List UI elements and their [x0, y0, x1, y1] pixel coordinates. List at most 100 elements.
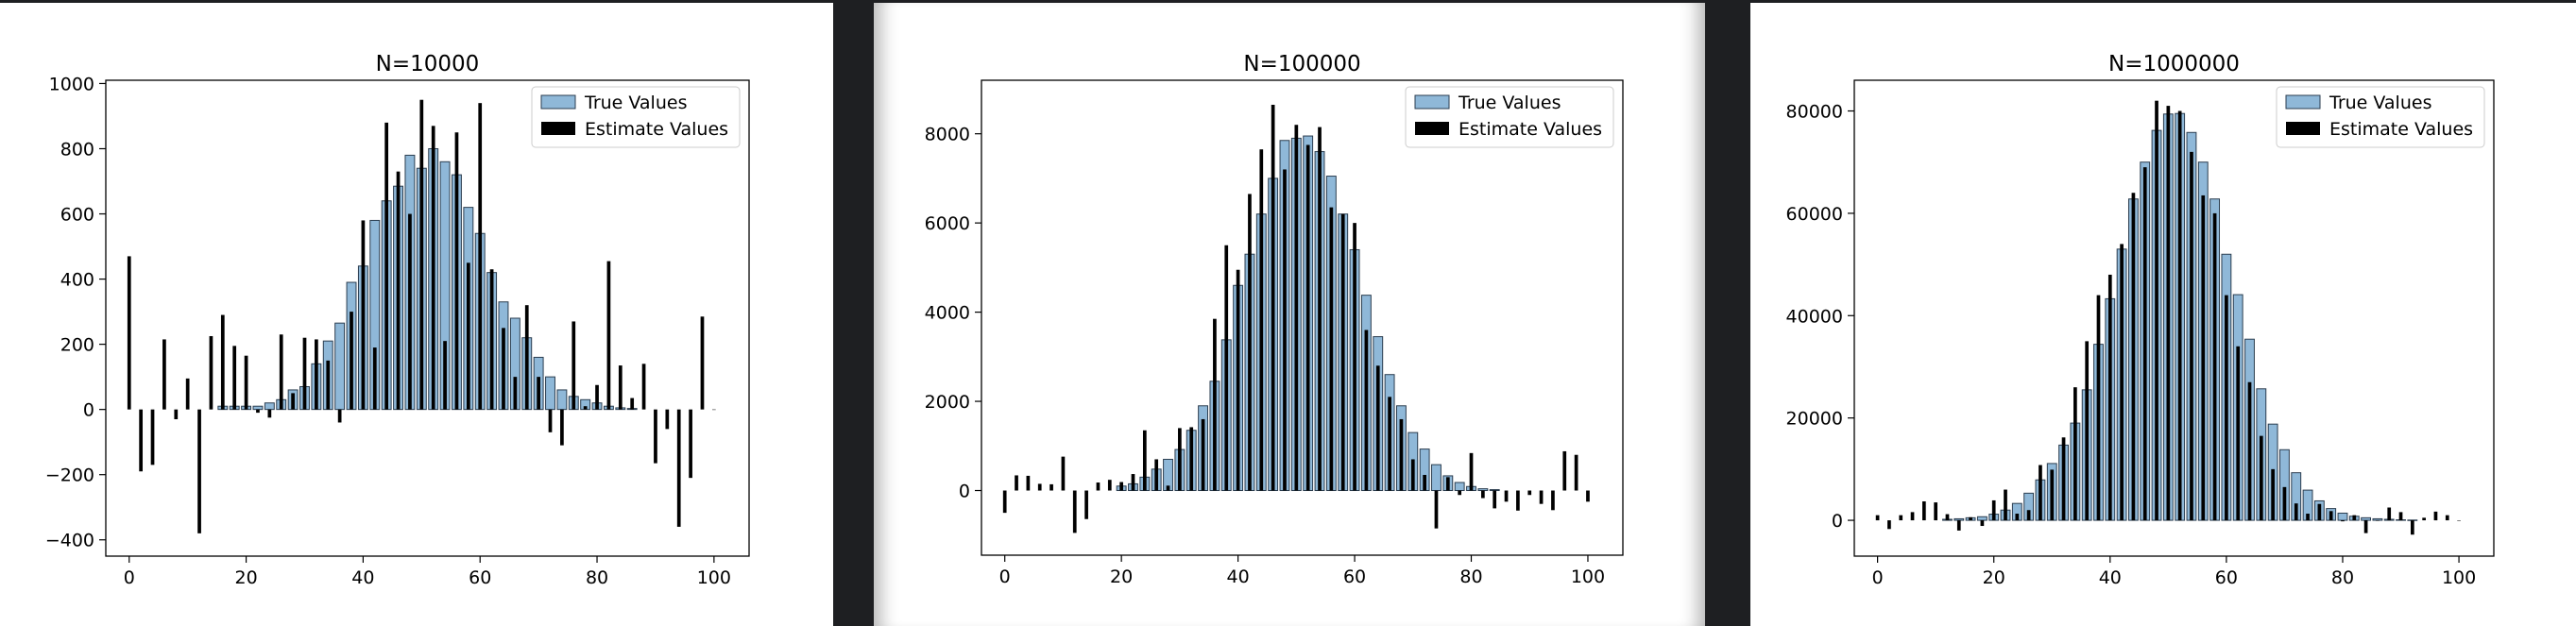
legend-box — [2276, 86, 2485, 148]
legend-box — [531, 86, 741, 148]
estimate-value-bar — [1887, 520, 1891, 530]
true-value-bar — [1976, 516, 1987, 521]
estimate-value-bar — [2433, 511, 2438, 521]
estimate-value-bar — [2212, 212, 2217, 521]
true-value-bar — [1953, 517, 1965, 521]
estimate-value-bar — [302, 337, 307, 410]
legend-label-true: True Values — [584, 93, 687, 113]
estimate-value-bar — [2247, 381, 2252, 521]
estimate-value-bar — [2026, 510, 2031, 521]
estimate-value-bar — [1562, 450, 1567, 491]
estimate-value-bar — [1002, 490, 1007, 514]
estimate-value-bar — [1458, 490, 1462, 496]
y-tick-label: −400 — [45, 531, 94, 551]
estimate-value-bar — [2142, 167, 2147, 521]
chart-n10000: N=10000 0 20 40 60 80 100 −400 −200 0 200 400 600 80… — [45, 52, 750, 588]
estimate-value-bar — [2120, 244, 2124, 521]
estimate-value-bar — [2225, 295, 2228, 521]
estimate-value-bar — [1236, 269, 1240, 491]
x-tick-label: 20 — [1983, 567, 2005, 588]
estimate-value-bar — [1084, 490, 1088, 519]
estimate-value-bar — [2085, 341, 2090, 521]
estimate-value-bar — [711, 409, 716, 411]
chart-title: N=1000000 — [2108, 52, 2240, 76]
y-tick-label: −200 — [45, 465, 94, 486]
estimate-value-bar — [2155, 100, 2158, 521]
estimate-value-bar — [2061, 437, 2066, 521]
estimate-value-bar — [197, 409, 201, 533]
chart-title: N=100000 — [1243, 52, 1360, 76]
x-tick-label: 20 — [1110, 567, 1133, 587]
legend-label-estimate: Estimate Values — [2329, 119, 2473, 140]
estimate-value-bar — [700, 316, 705, 410]
true-value-bar — [252, 405, 264, 411]
estimate-value-bar — [1945, 514, 1950, 521]
x-tick-label: 100 — [697, 567, 731, 588]
estimate-value-bar — [560, 409, 564, 446]
estimate-value-bar — [384, 122, 389, 410]
estimate-value-bar — [1340, 213, 1345, 491]
estimate-value-bar — [2259, 435, 2263, 521]
true-value-bar — [2337, 512, 2348, 521]
estimate-value-bar — [315, 339, 318, 410]
estimate-value-bar — [443, 341, 447, 410]
estimate-value-bar — [548, 409, 553, 432]
estimate-value-bar — [2107, 274, 2112, 521]
estimate-value-bar — [595, 384, 599, 410]
estimate-value-bar — [2410, 520, 2414, 535]
y-tick-label: 8000 — [925, 125, 970, 145]
figure-panel-n1000000: N=1000000 0 20 40 60 80 100 0 20000 40000 60000 80… — [1750, 3, 2576, 626]
estimate-value-bar — [537, 377, 540, 410]
estimate-value-bar — [1493, 490, 1497, 509]
y-tick-label: 200 — [60, 335, 94, 356]
y-tick-label: 0 — [1832, 511, 1843, 532]
estimate-value-bar — [244, 355, 248, 410]
estimate-value-bar — [1481, 490, 1485, 499]
legend-label-true: True Values — [2329, 93, 2431, 113]
estimate-value-bar — [1899, 515, 1903, 521]
x-tick-label: 0 — [999, 567, 1011, 587]
estimate-value-bar — [1539, 490, 1544, 504]
estimate-value-bar — [2294, 503, 2298, 521]
estimate-value-bar — [1154, 459, 1159, 491]
legend-swatch-estimate — [541, 122, 575, 135]
legend-label-estimate: Estimate Values — [1459, 119, 1602, 140]
y-tick-label: 400 — [60, 270, 94, 291]
x-tick-label: 80 — [2331, 567, 2354, 588]
estimate-value-bar — [630, 398, 635, 410]
estimate-value-bar — [571, 321, 576, 410]
legend-label-estimate: Estimate Values — [585, 119, 728, 140]
true-value-bar — [264, 402, 275, 411]
estimate-value-bar — [2050, 469, 2055, 521]
estimate-value-bar — [2445, 515, 2449, 521]
true-value-bar — [1454, 482, 1465, 492]
estimate-value-bar — [372, 347, 377, 410]
plot-frame — [981, 79, 1624, 556]
figure-panel-n10000: N=10000 0 20 40 60 80 100 −400 −200 0 200 400 600 80… — [0, 3, 833, 626]
estimate-value-bar — [1980, 520, 1985, 527]
estimate-value-bar — [1015, 475, 1018, 491]
true-value-bar — [334, 322, 346, 411]
x-tick-label: 0 — [1872, 567, 1884, 588]
legend-swatch-estimate — [2286, 122, 2320, 135]
estimate-value-bar — [431, 126, 435, 410]
estimate-value-bar — [676, 409, 681, 527]
legend-label-true: True Values — [1458, 93, 1561, 113]
legend-swatch-true — [540, 94, 576, 110]
true-value-bar — [1477, 488, 1489, 492]
estimate-value-bar — [2317, 503, 2322, 521]
estimate-value-bar — [139, 409, 144, 472]
y-tick-label: 80000 — [1786, 102, 1843, 123]
x-tick-label: 20 — [234, 567, 257, 588]
estimate-value-bar — [1991, 499, 1996, 521]
estimate-value-bar — [1201, 418, 1205, 491]
estimate-value-bar — [1189, 427, 1194, 491]
estimate-value-bar — [1224, 245, 1229, 491]
estimate-value-bar — [1318, 127, 1322, 491]
x-tick-label: 60 — [2215, 567, 2238, 588]
estimate-value-bar — [2341, 520, 2345, 522]
true-value-bar — [556, 389, 568, 411]
estimate-value-bar — [524, 305, 529, 410]
estimate-value-bar — [689, 409, 692, 479]
estimate-value-bar — [2177, 110, 2182, 521]
